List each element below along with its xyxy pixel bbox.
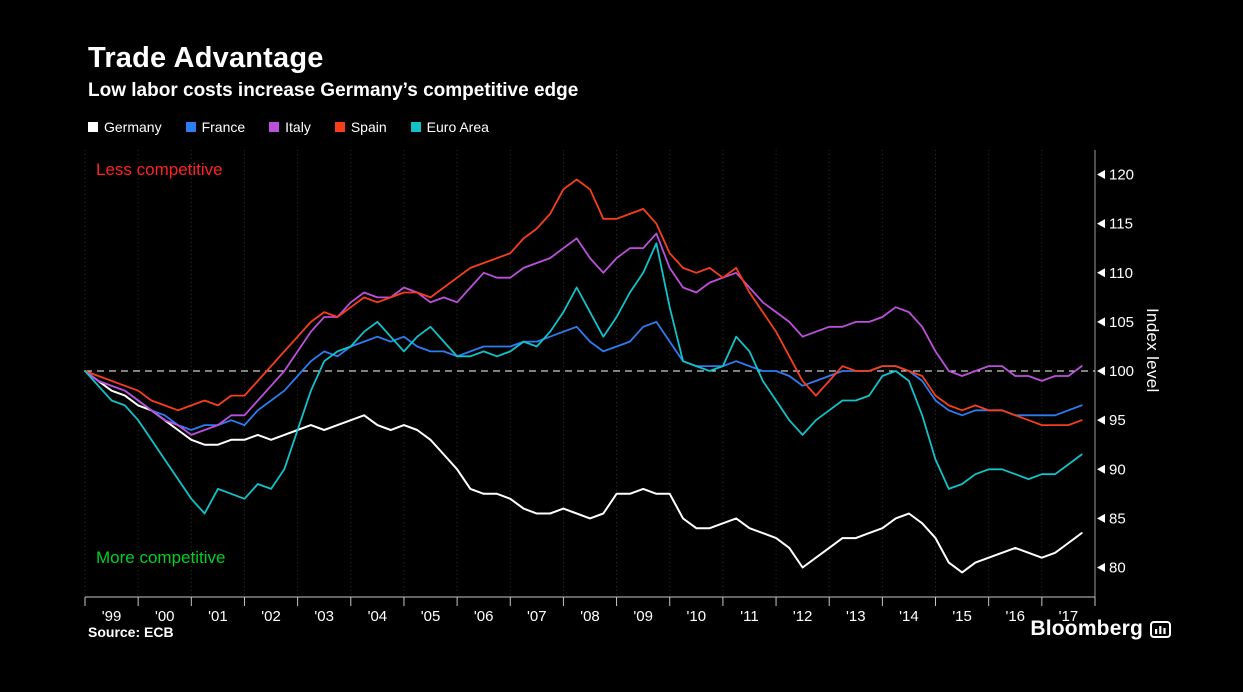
svg-text:90: 90 — [1109, 461, 1126, 478]
source-note: Source: ECB — [88, 624, 174, 640]
legend-label-france: France — [201, 119, 246, 135]
legend-item-euro-area: Euro Area — [410, 119, 489, 135]
svg-text:'13: '13 — [846, 608, 866, 625]
chart-title: Trade Advantage — [88, 42, 324, 74]
legend-item-spain: Spain — [334, 119, 387, 135]
bloomberg-logo: Bloomberg — [1030, 617, 1171, 641]
svg-text:120: 120 — [1109, 167, 1134, 184]
svg-text:'11: '11 — [740, 608, 758, 625]
legend: Germany France Italy Spain Euro Area — [88, 119, 489, 135]
svg-text:'03: '03 — [314, 608, 334, 625]
legend-swatch-spain — [334, 122, 345, 132]
svg-text:115: 115 — [1109, 216, 1133, 233]
legend-item-germany: Germany — [88, 119, 162, 135]
svg-text:'16: '16 — [1005, 608, 1025, 625]
svg-text:'02: '02 — [261, 608, 281, 625]
legend-swatch-france — [185, 122, 196, 132]
svg-text:'08: '08 — [580, 608, 600, 625]
svg-text:95: 95 — [1109, 412, 1126, 429]
svg-text:'14: '14 — [899, 608, 919, 625]
legend-label-germany: Germany — [104, 119, 162, 135]
annotation-more-competitive: More competitive — [96, 548, 226, 567]
svg-text:'12: '12 — [793, 608, 813, 625]
svg-text:110: 110 — [1109, 265, 1133, 282]
svg-text:85: 85 — [1109, 510, 1126, 527]
svg-text:'17: '17 — [1059, 608, 1079, 625]
svg-text:105: 105 — [1109, 314, 1134, 331]
svg-text:'01: '01 — [208, 608, 228, 625]
chart-subtitle: Low labor costs increase Germany’s compe… — [88, 80, 579, 101]
svg-text:'04: '04 — [368, 608, 388, 625]
legend-swatch-germany — [88, 122, 98, 132]
svg-text:'99: '99 — [102, 608, 122, 625]
svg-text:'05: '05 — [421, 608, 441, 625]
svg-text:'00: '00 — [155, 608, 175, 625]
svg-text:'06: '06 — [474, 608, 494, 625]
legend-swatch-italy — [269, 122, 280, 132]
legend-swatch-euro-area — [410, 122, 421, 132]
legend-label-euro-area: Euro Area — [426, 119, 489, 135]
svg-text:80: 80 — [1109, 560, 1126, 577]
legend-item-france: France — [185, 119, 246, 135]
svg-text:100: 100 — [1109, 363, 1134, 380]
legend-item-italy: Italy — [269, 119, 311, 135]
legend-label-italy: Italy — [285, 119, 311, 135]
annotation-less-competitive: Less competitive — [96, 160, 223, 179]
bloomberg-wordmark: Bloomberg — [1030, 617, 1143, 640]
y-axis-title: Index level — [1143, 308, 1162, 393]
svg-text:'07: '07 — [527, 608, 547, 625]
bloomberg-logo-icon — [1150, 620, 1171, 638]
svg-text:'15: '15 — [952, 608, 972, 625]
svg-text:'10: '10 — [687, 608, 707, 625]
svg-text:'09: '09 — [633, 608, 653, 625]
legend-label-spain: Spain — [350, 119, 387, 135]
